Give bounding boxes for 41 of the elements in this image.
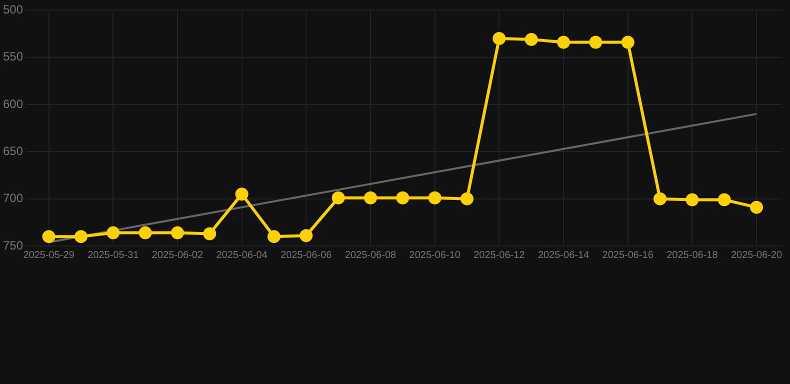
point xyxy=(74,230,88,244)
x-tick-label: 2025-06-18 xyxy=(666,250,718,261)
point xyxy=(654,192,667,206)
point xyxy=(203,227,216,240)
point xyxy=(170,226,184,240)
x-tick-label: 2025-06-04 xyxy=(216,250,268,261)
point xyxy=(235,188,248,201)
point xyxy=(460,192,474,206)
x-tick-label: 2025-06-06 xyxy=(280,250,332,261)
point xyxy=(138,226,152,240)
point xyxy=(428,191,442,204)
x-tick-label: 2025-05-31 xyxy=(88,250,140,261)
y-tick-label: 550 xyxy=(2,50,24,64)
y-tick-label: 500 xyxy=(2,2,24,17)
point xyxy=(300,229,313,242)
point xyxy=(524,32,538,46)
point xyxy=(42,230,56,244)
point xyxy=(557,36,570,49)
point xyxy=(332,191,345,204)
x-tick-label: 2025-05-29 xyxy=(23,250,75,261)
x-tick-label: 2025-06-20 xyxy=(730,250,783,261)
point xyxy=(589,36,602,49)
point xyxy=(750,200,764,214)
x-tick-label: 2025-06-16 xyxy=(602,250,654,261)
point xyxy=(267,230,280,244)
point xyxy=(621,36,634,49)
y-tick-label: 600 xyxy=(2,96,24,111)
point xyxy=(492,32,506,45)
point xyxy=(718,193,731,206)
point xyxy=(396,191,410,204)
y-tick-label: 750 xyxy=(2,238,24,252)
y-tick-label: 650 xyxy=(2,144,24,158)
x-tick-label: 2025-06-08 xyxy=(344,250,397,261)
point xyxy=(364,191,377,204)
point xyxy=(106,226,120,240)
x-tick-label: 2025-06-02 xyxy=(152,250,204,261)
x-tick-label: 2025-06-12 xyxy=(474,250,526,261)
x-tick-label: 2025-06-14 xyxy=(538,250,590,261)
y-tick-label: 700 xyxy=(2,191,24,206)
x-tick-label: 2025-06-10 xyxy=(409,250,461,261)
point xyxy=(686,193,699,206)
